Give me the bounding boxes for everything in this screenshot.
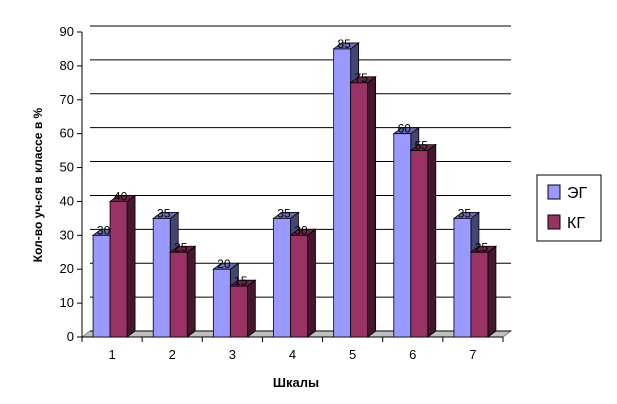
- data-label: 15: [234, 274, 248, 288]
- y-tick-label: 40: [60, 193, 74, 208]
- data-label: 30: [97, 223, 111, 237]
- bar-front: [92, 234, 111, 338]
- x-tick-label: 3: [229, 347, 236, 362]
- legend: ЭГ КГ: [536, 174, 602, 242]
- bar-side: [186, 245, 196, 338]
- y-tick-label: 0: [67, 329, 74, 344]
- legend-swatch: [547, 184, 561, 200]
- bar-kg: [289, 228, 317, 338]
- x-tick-label: 6: [409, 347, 416, 362]
- data-label: 75: [354, 71, 368, 85]
- bar-kg: [108, 194, 137, 338]
- bar-front: [470, 251, 489, 338]
- data-label: 30: [294, 223, 308, 237]
- bar-front: [229, 285, 248, 338]
- data-label: 35: [157, 206, 171, 220]
- bar-front: [212, 268, 231, 338]
- y-axis-title: Кол-во уч-ся в классе в %: [31, 107, 45, 262]
- x-axis-title: Шкалы: [273, 375, 319, 390]
- x-tick-label: 2: [169, 347, 176, 362]
- y-tick-label: 50: [60, 160, 74, 175]
- data-label: 55: [415, 139, 429, 153]
- legend-label: КГ: [567, 215, 585, 232]
- bar-side: [367, 76, 377, 338]
- bar-front: [290, 234, 308, 338]
- y-tick-label: 20: [60, 261, 74, 276]
- data-label: 35: [277, 206, 291, 220]
- bar-front: [410, 150, 429, 338]
- bar-kg: [169, 245, 197, 338]
- data-label: 25: [174, 240, 188, 254]
- bar-kg: [409, 143, 437, 338]
- bar-front: [350, 82, 369, 338]
- data-label: 20: [217, 257, 231, 271]
- bar-front: [453, 217, 472, 338]
- bar-kg: [229, 279, 257, 338]
- y-tick-label: 10: [60, 295, 74, 310]
- bar-side: [487, 245, 497, 338]
- bar-side: [307, 228, 316, 338]
- legend-swatch: [547, 214, 561, 230]
- x-tick-label: 5: [349, 347, 356, 362]
- bar-kg: [349, 76, 377, 338]
- bar-front: [333, 48, 352, 338]
- x-tick-label: 4: [289, 347, 296, 362]
- bar-kg: [469, 245, 498, 338]
- bar-front: [109, 201, 128, 338]
- bar-front: [273, 217, 291, 338]
- x-tick-label: 7: [469, 347, 476, 362]
- bar-side: [246, 279, 256, 338]
- legend-label: ЭГ: [567, 185, 588, 202]
- bar-side: [427, 143, 437, 338]
- x-tick-label: 1: [108, 347, 115, 362]
- y-tick-label: 90: [60, 24, 74, 39]
- bar-side: [126, 194, 136, 338]
- data-label: 40: [114, 189, 128, 203]
- data-label: 85: [337, 37, 351, 51]
- data-label: 35: [458, 206, 472, 220]
- y-tick-label: 70: [60, 92, 74, 107]
- bar-front: [152, 217, 171, 338]
- y-tick-label: 60: [60, 126, 74, 141]
- bar-front: [393, 133, 412, 338]
- y-tick-label: 80: [60, 58, 74, 73]
- bar-front: [169, 251, 188, 338]
- y-tick-label: 30: [60, 227, 74, 242]
- data-label: 60: [398, 122, 412, 136]
- data-label: 25: [475, 240, 489, 254]
